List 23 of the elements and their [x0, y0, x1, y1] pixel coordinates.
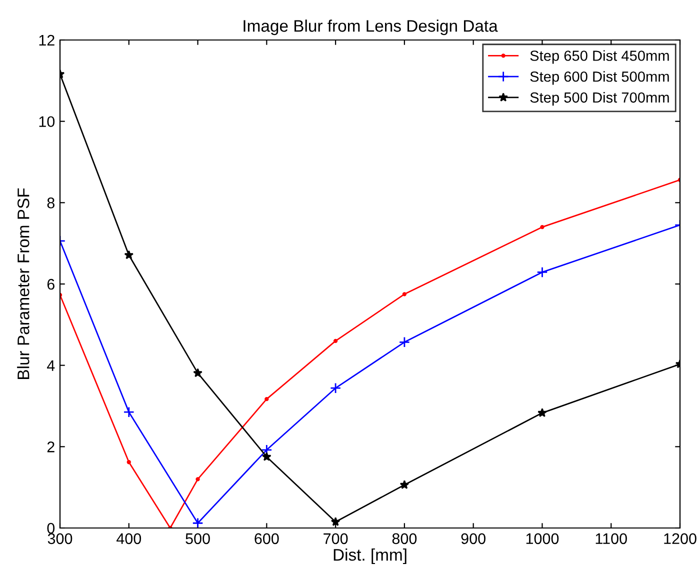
x-tick-label: 400 [116, 533, 142, 544]
x-tick-label: 1000 [526, 533, 559, 544]
x-tick-label: 600 [254, 533, 279, 544]
x-tick-label: 800 [392, 533, 417, 544]
y-tick-label: 6 [47, 278, 54, 290]
y-tick-label: 12 [39, 34, 54, 46]
chart-title: Image Blur from Lens Design Data [244, 20, 498, 36]
x-tick-label: 1100 [596, 533, 627, 544]
y-tick-label: 8 [47, 198, 54, 208]
x-tick-label: 900 [461, 533, 486, 544]
y-tick-label: 0 [47, 522, 55, 534]
y-axis-title: Blur Parameter From PSF [17, 188, 30, 379]
y-tick-label: 4 [46, 360, 55, 371]
y-tick-label: 2 [47, 442, 54, 452]
x-axis-title: Dist. [mm] [334, 548, 406, 564]
x-tick-label: 300 [48, 533, 72, 544]
y-tick-label: 10 [39, 116, 55, 128]
legend-label: Step 500 Dist 700mm [530, 92, 669, 106]
x-tick-label: 500 [186, 533, 210, 544]
legend-label: Step 600 Dist 500mm [530, 71, 669, 85]
x-tick-label: 1200 [664, 533, 696, 544]
x-tick-label: 700 [324, 533, 348, 544]
legend-label: Step 650 Dist 450mm [530, 50, 669, 64]
